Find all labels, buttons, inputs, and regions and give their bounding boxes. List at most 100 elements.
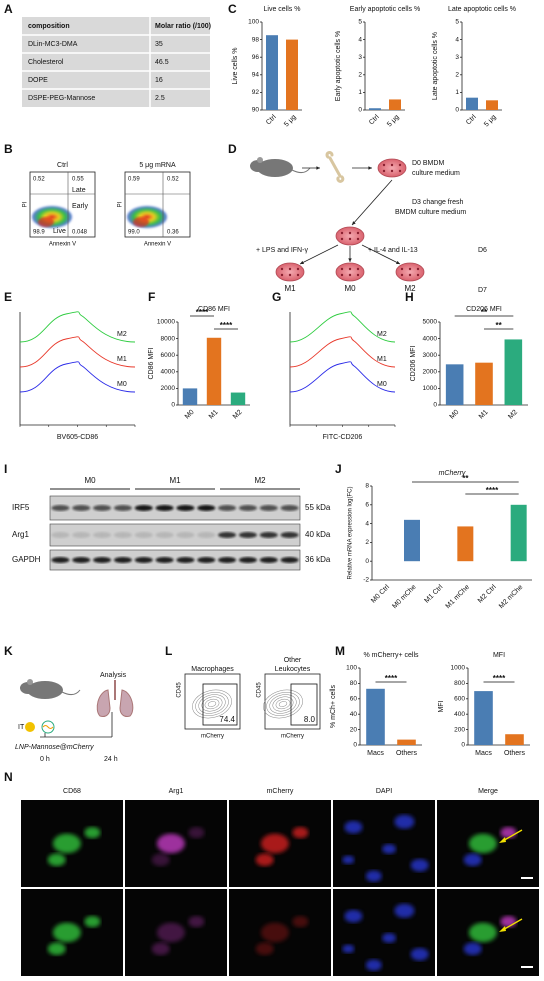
contour bbox=[263, 689, 303, 719]
y-tick-label: 5 bbox=[455, 19, 459, 26]
signal bbox=[463, 853, 482, 867]
bar bbox=[286, 39, 298, 110]
mouse-body bbox=[257, 159, 293, 177]
panel-letter: B bbox=[4, 142, 13, 156]
y-tick-label: 0 bbox=[433, 402, 437, 409]
hist-label: M2 bbox=[377, 331, 387, 338]
flow-title: Other bbox=[284, 657, 302, 664]
hist-label: M0 bbox=[117, 381, 127, 388]
y-tick-label: 80 bbox=[350, 680, 358, 687]
hist-label: M1 bbox=[117, 356, 127, 363]
arrow-head bbox=[396, 260, 400, 264]
x-tick-label: M1 Ctrl bbox=[423, 583, 444, 604]
hist-curve bbox=[289, 361, 396, 393]
y-tick-label: 2000 bbox=[423, 369, 438, 376]
cell-dot bbox=[296, 267, 300, 271]
group-label: M1 bbox=[169, 476, 181, 485]
quadrant-value: 0.59 bbox=[128, 177, 140, 183]
x-tick-label: M1 bbox=[208, 409, 220, 421]
significance: ** bbox=[481, 308, 488, 317]
axis-label: PI bbox=[118, 201, 124, 207]
flow-cloud bbox=[133, 217, 149, 227]
cell-dot bbox=[408, 273, 412, 277]
signal bbox=[156, 922, 185, 943]
arrow-head bbox=[316, 166, 320, 170]
y-tick-label: 6 bbox=[365, 502, 369, 509]
y-tick-label: 5 bbox=[358, 19, 362, 26]
chart-title: MFI bbox=[493, 652, 505, 659]
significance: ** bbox=[462, 474, 469, 483]
dish bbox=[395, 262, 425, 282]
x-tick-label: 5 μg bbox=[386, 114, 401, 129]
hist-label: M1 bbox=[377, 356, 387, 363]
bar bbox=[404, 519, 420, 562]
x-tick-label: M0 bbox=[449, 409, 461, 421]
gate-label: Live bbox=[53, 228, 66, 235]
y-tick-label: 1 bbox=[455, 89, 459, 96]
blot-strip bbox=[49, 523, 301, 547]
y-tick-label: 1 bbox=[358, 89, 362, 96]
flow-title: Leukocytes bbox=[275, 666, 311, 673]
hist-curve bbox=[19, 311, 136, 343]
blot-band bbox=[134, 505, 153, 511]
blot-band bbox=[280, 557, 299, 563]
chart-title: Late apoptotic cells % bbox=[448, 6, 516, 13]
cell-dot bbox=[280, 273, 284, 277]
signal bbox=[47, 942, 66, 956]
cell-dot bbox=[348, 267, 352, 271]
blot-band bbox=[197, 532, 216, 538]
mouse-ear bbox=[27, 679, 33, 685]
cell-dot bbox=[356, 237, 360, 241]
signal bbox=[344, 909, 363, 923]
quadrant-value: 0.52 bbox=[33, 177, 45, 183]
y-tick-label: 400 bbox=[454, 711, 465, 718]
signal bbox=[84, 916, 101, 928]
y-tick-label: 10000 bbox=[157, 319, 175, 326]
bar bbox=[266, 35, 278, 111]
blot-band bbox=[238, 532, 257, 538]
channel-label: DAPI bbox=[376, 788, 392, 795]
signal bbox=[365, 959, 382, 971]
chart-title: Early apoptotic cells % bbox=[350, 6, 420, 13]
gate-label: Early bbox=[72, 203, 88, 210]
blot-strip bbox=[49, 495, 301, 521]
bar bbox=[206, 337, 222, 405]
contour bbox=[275, 698, 291, 710]
y-tick-label: 800 bbox=[454, 680, 465, 687]
protein-label: IRF5 bbox=[12, 503, 30, 512]
step-text: culture medium bbox=[412, 170, 460, 177]
quadrant-value: 0.048 bbox=[72, 230, 88, 236]
signal bbox=[463, 942, 482, 956]
cell-dot bbox=[348, 273, 352, 277]
cell-dot bbox=[400, 267, 404, 271]
size-label: 40 kDa bbox=[305, 530, 331, 539]
cell-dot bbox=[356, 231, 360, 235]
signal bbox=[151, 853, 170, 867]
x-tick-label: Macs bbox=[475, 750, 492, 757]
y-tick-label: 1000 bbox=[451, 665, 466, 672]
mouse-tail bbox=[61, 689, 81, 696]
chart-title: Live cells % bbox=[264, 6, 301, 13]
y-tick-label: 1000 bbox=[423, 385, 438, 392]
signal bbox=[500, 916, 517, 928]
y-tick-label: 3000 bbox=[423, 352, 438, 359]
mouse-head bbox=[250, 160, 266, 172]
blot-band bbox=[72, 532, 91, 538]
axis-label: Annexin V bbox=[49, 242, 76, 248]
y-tick-label: 4 bbox=[358, 36, 362, 43]
blot-band bbox=[280, 505, 299, 511]
y-tick-label: 6000 bbox=[161, 352, 176, 359]
chart-title: mCherry bbox=[439, 470, 466, 477]
protein-label: Arg1 bbox=[12, 530, 29, 539]
channel-label: Arg1 bbox=[169, 788, 184, 795]
gate bbox=[290, 683, 318, 726]
panel-letter: A bbox=[4, 2, 13, 16]
cell-dot bbox=[390, 163, 394, 167]
x-tick-label: M1 bbox=[478, 409, 490, 421]
chart-title: % mCherry+ cells bbox=[363, 652, 419, 659]
significance: ** bbox=[496, 321, 503, 330]
blot-band bbox=[51, 557, 70, 563]
bone bbox=[325, 151, 345, 183]
blot-band bbox=[176, 505, 195, 511]
